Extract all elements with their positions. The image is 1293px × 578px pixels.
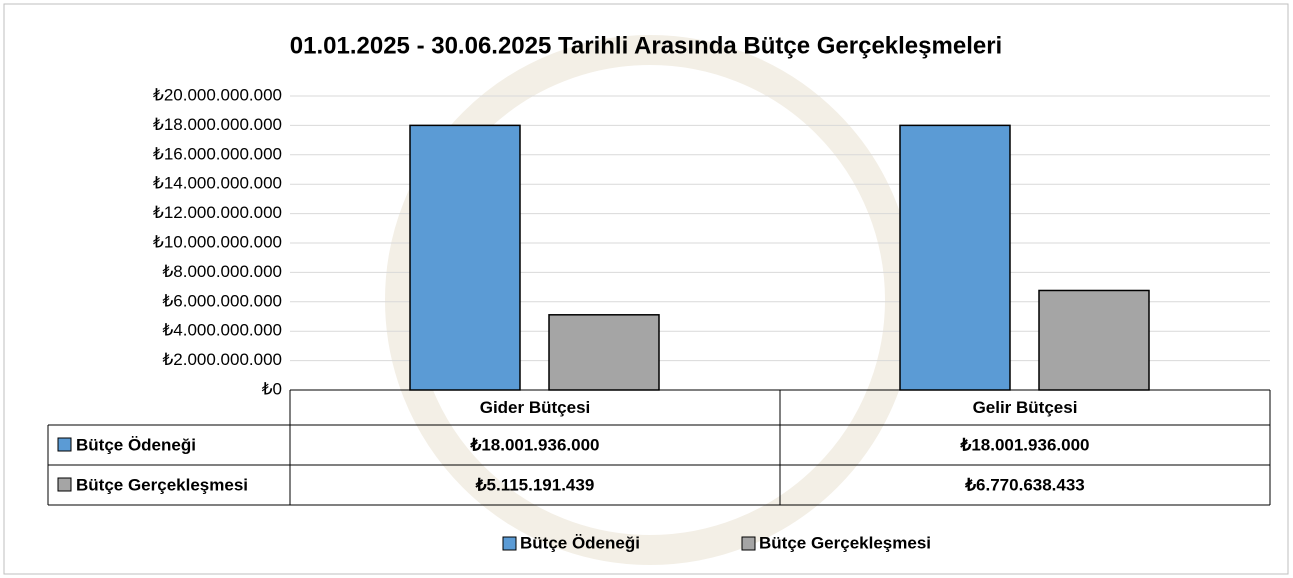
data-label: ₺6.770.638.433 — [964, 475, 1085, 494]
y-tick-label: ₺16.000.000.000 — [153, 144, 282, 163]
x-tick-label: Gider Bütçesi — [480, 398, 591, 417]
bar — [899, 124, 1011, 391]
chart-title: 01.01.2025 - 30.06.2025 Tarihli Arasında… — [290, 32, 1002, 59]
y-tick-label: ₺18.000.000.000 — [153, 115, 282, 134]
legend-key — [57, 437, 72, 452]
legend-key — [741, 536, 756, 551]
legend-key — [57, 477, 72, 492]
y-tick-label: ₺4.000.000.000 — [162, 321, 282, 340]
y-tick-label: ₺12.000.000.000 — [153, 203, 282, 222]
legend-key — [502, 536, 517, 551]
y-tick-label: ₺14.000.000.000 — [153, 174, 282, 193]
x-tick-label: Gelir Bütçesi — [973, 398, 1078, 417]
legend-label: Bütçe Ödeneği — [520, 533, 640, 552]
y-tick-label: ₺20.000.000.000 — [153, 85, 282, 104]
legend-label: Bütçe Gerçekleşmesi — [759, 533, 931, 552]
y-tick-label: ₺0 — [262, 379, 282, 398]
legend-label: Bütçe Ödeneği — [76, 435, 196, 454]
y-tick-label: ₺10.000.000.000 — [153, 232, 282, 251]
data-label: ₺18.001.936.000 — [960, 435, 1090, 454]
chart-frame — [3, 3, 1289, 575]
y-tick-label: ₺8.000.000.000 — [162, 262, 282, 281]
bar — [548, 314, 660, 391]
data-label: ₺18.001.936.000 — [470, 435, 600, 454]
bar — [1038, 289, 1150, 391]
bar — [409, 124, 521, 391]
data-label: ₺5.115.191.439 — [475, 475, 595, 494]
y-tick-label: ₺6.000.000.000 — [162, 291, 282, 310]
y-tick-label: ₺2.000.000.000 — [162, 350, 282, 369]
legend-label: Bütçe Gerçekleşmesi — [76, 475, 248, 494]
